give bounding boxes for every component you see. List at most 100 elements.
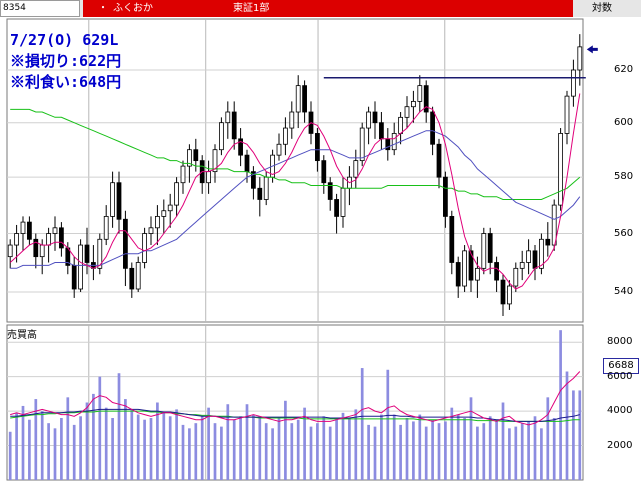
volume-bar (444, 421, 447, 480)
price-gridlines (7, 19, 583, 322)
volume-gridlines (7, 325, 583, 480)
candle-body (39, 244, 45, 258)
volume-bar (194, 423, 198, 480)
volume-bar (392, 414, 396, 480)
candle-body (52, 227, 58, 234)
candle-body (110, 182, 115, 217)
volume-bar (207, 407, 210, 480)
candle-body (148, 227, 154, 234)
candle (251, 166, 256, 200)
candle-body (46, 233, 51, 246)
candle-body (14, 233, 19, 246)
trade-date-price: 7/27(O) 629L (10, 31, 119, 49)
candle-body (500, 279, 506, 305)
volume-bar (348, 418, 351, 480)
volume-bar (245, 404, 249, 480)
volume-bar (284, 400, 287, 480)
candle-body (20, 221, 26, 234)
candle-body (135, 262, 141, 290)
volume-bar (578, 390, 582, 480)
volume-bar (181, 424, 185, 480)
candle-body (180, 165, 186, 184)
volume-bar (85, 402, 89, 480)
volume-bar (290, 423, 294, 480)
price-ma-long-line (10, 108, 581, 200)
candle-body (571, 69, 576, 97)
candle-body (340, 187, 346, 217)
candle-body (27, 221, 32, 240)
volume-bar (200, 416, 204, 480)
candle-body (430, 111, 435, 145)
candle (20, 216, 26, 251)
volume-ma-short-line (10, 371, 581, 426)
price-ma-mid-line (10, 130, 581, 269)
candle (212, 144, 218, 183)
volume-bar (66, 397, 70, 480)
volume-bar (296, 419, 300, 480)
price-tick-label: 580 (614, 171, 634, 183)
candle (33, 233, 39, 269)
candle (353, 149, 359, 189)
volume-tick-label: 2000 (607, 439, 633, 451)
volume-bar (399, 424, 402, 480)
candle-body (212, 149, 218, 173)
candle (257, 177, 263, 217)
volume-bar (437, 423, 441, 480)
candle (103, 205, 109, 246)
candle-body (417, 85, 423, 102)
volume-bar (188, 428, 191, 480)
candle-body (59, 227, 64, 249)
candle (116, 171, 122, 234)
candle-body (167, 204, 173, 212)
price-tick-label: 600 (614, 116, 634, 128)
volume-ma-long-line (10, 410, 580, 422)
candle-body (97, 238, 103, 269)
header-title-bar (83, 0, 573, 17)
candle (283, 117, 288, 156)
volume-bar (303, 407, 306, 480)
candle (449, 210, 455, 275)
candle (180, 160, 186, 194)
volume-bar (111, 418, 114, 480)
candle-body (295, 85, 301, 113)
stop-loss-line: ※損切り:622円 (10, 52, 122, 70)
candle (494, 256, 499, 292)
candle-body (84, 244, 90, 263)
candle (148, 216, 154, 246)
volume-panel-title: 売買高 (7, 330, 37, 341)
candle (539, 233, 544, 275)
candle-body (519, 262, 525, 269)
candle (513, 262, 519, 292)
candle (372, 101, 378, 139)
candle-body (302, 85, 307, 113)
volume-bar (149, 418, 153, 480)
candle (519, 250, 525, 281)
volume-bar (476, 426, 479, 480)
candle-body (551, 204, 557, 246)
candle-body (468, 250, 474, 281)
volume-bar (239, 416, 242, 480)
candle-body (142, 233, 147, 263)
candle (97, 233, 103, 275)
candle-body (366, 111, 371, 129)
candle-body (481, 233, 487, 269)
candle (142, 227, 147, 269)
volume-bar (501, 402, 505, 480)
volume-bar (92, 393, 95, 480)
stock-code[interactable]: 8354 (0, 0, 80, 17)
candle-body (513, 267, 519, 287)
volume-bar (418, 414, 422, 480)
volume-bar (540, 428, 543, 480)
volume-bar (405, 418, 409, 480)
scale-toggle[interactable]: 対数 (592, 3, 612, 14)
volume-bar (271, 428, 274, 480)
candle-body (7, 244, 13, 258)
volume-tick-label: 6000 (607, 370, 633, 382)
volume-bar (322, 416, 326, 480)
volume-bar (40, 411, 44, 480)
price-moving-averages (9, 93, 581, 290)
candle-body (251, 171, 256, 189)
candle-body (116, 182, 122, 220)
volume-bar (341, 412, 345, 480)
